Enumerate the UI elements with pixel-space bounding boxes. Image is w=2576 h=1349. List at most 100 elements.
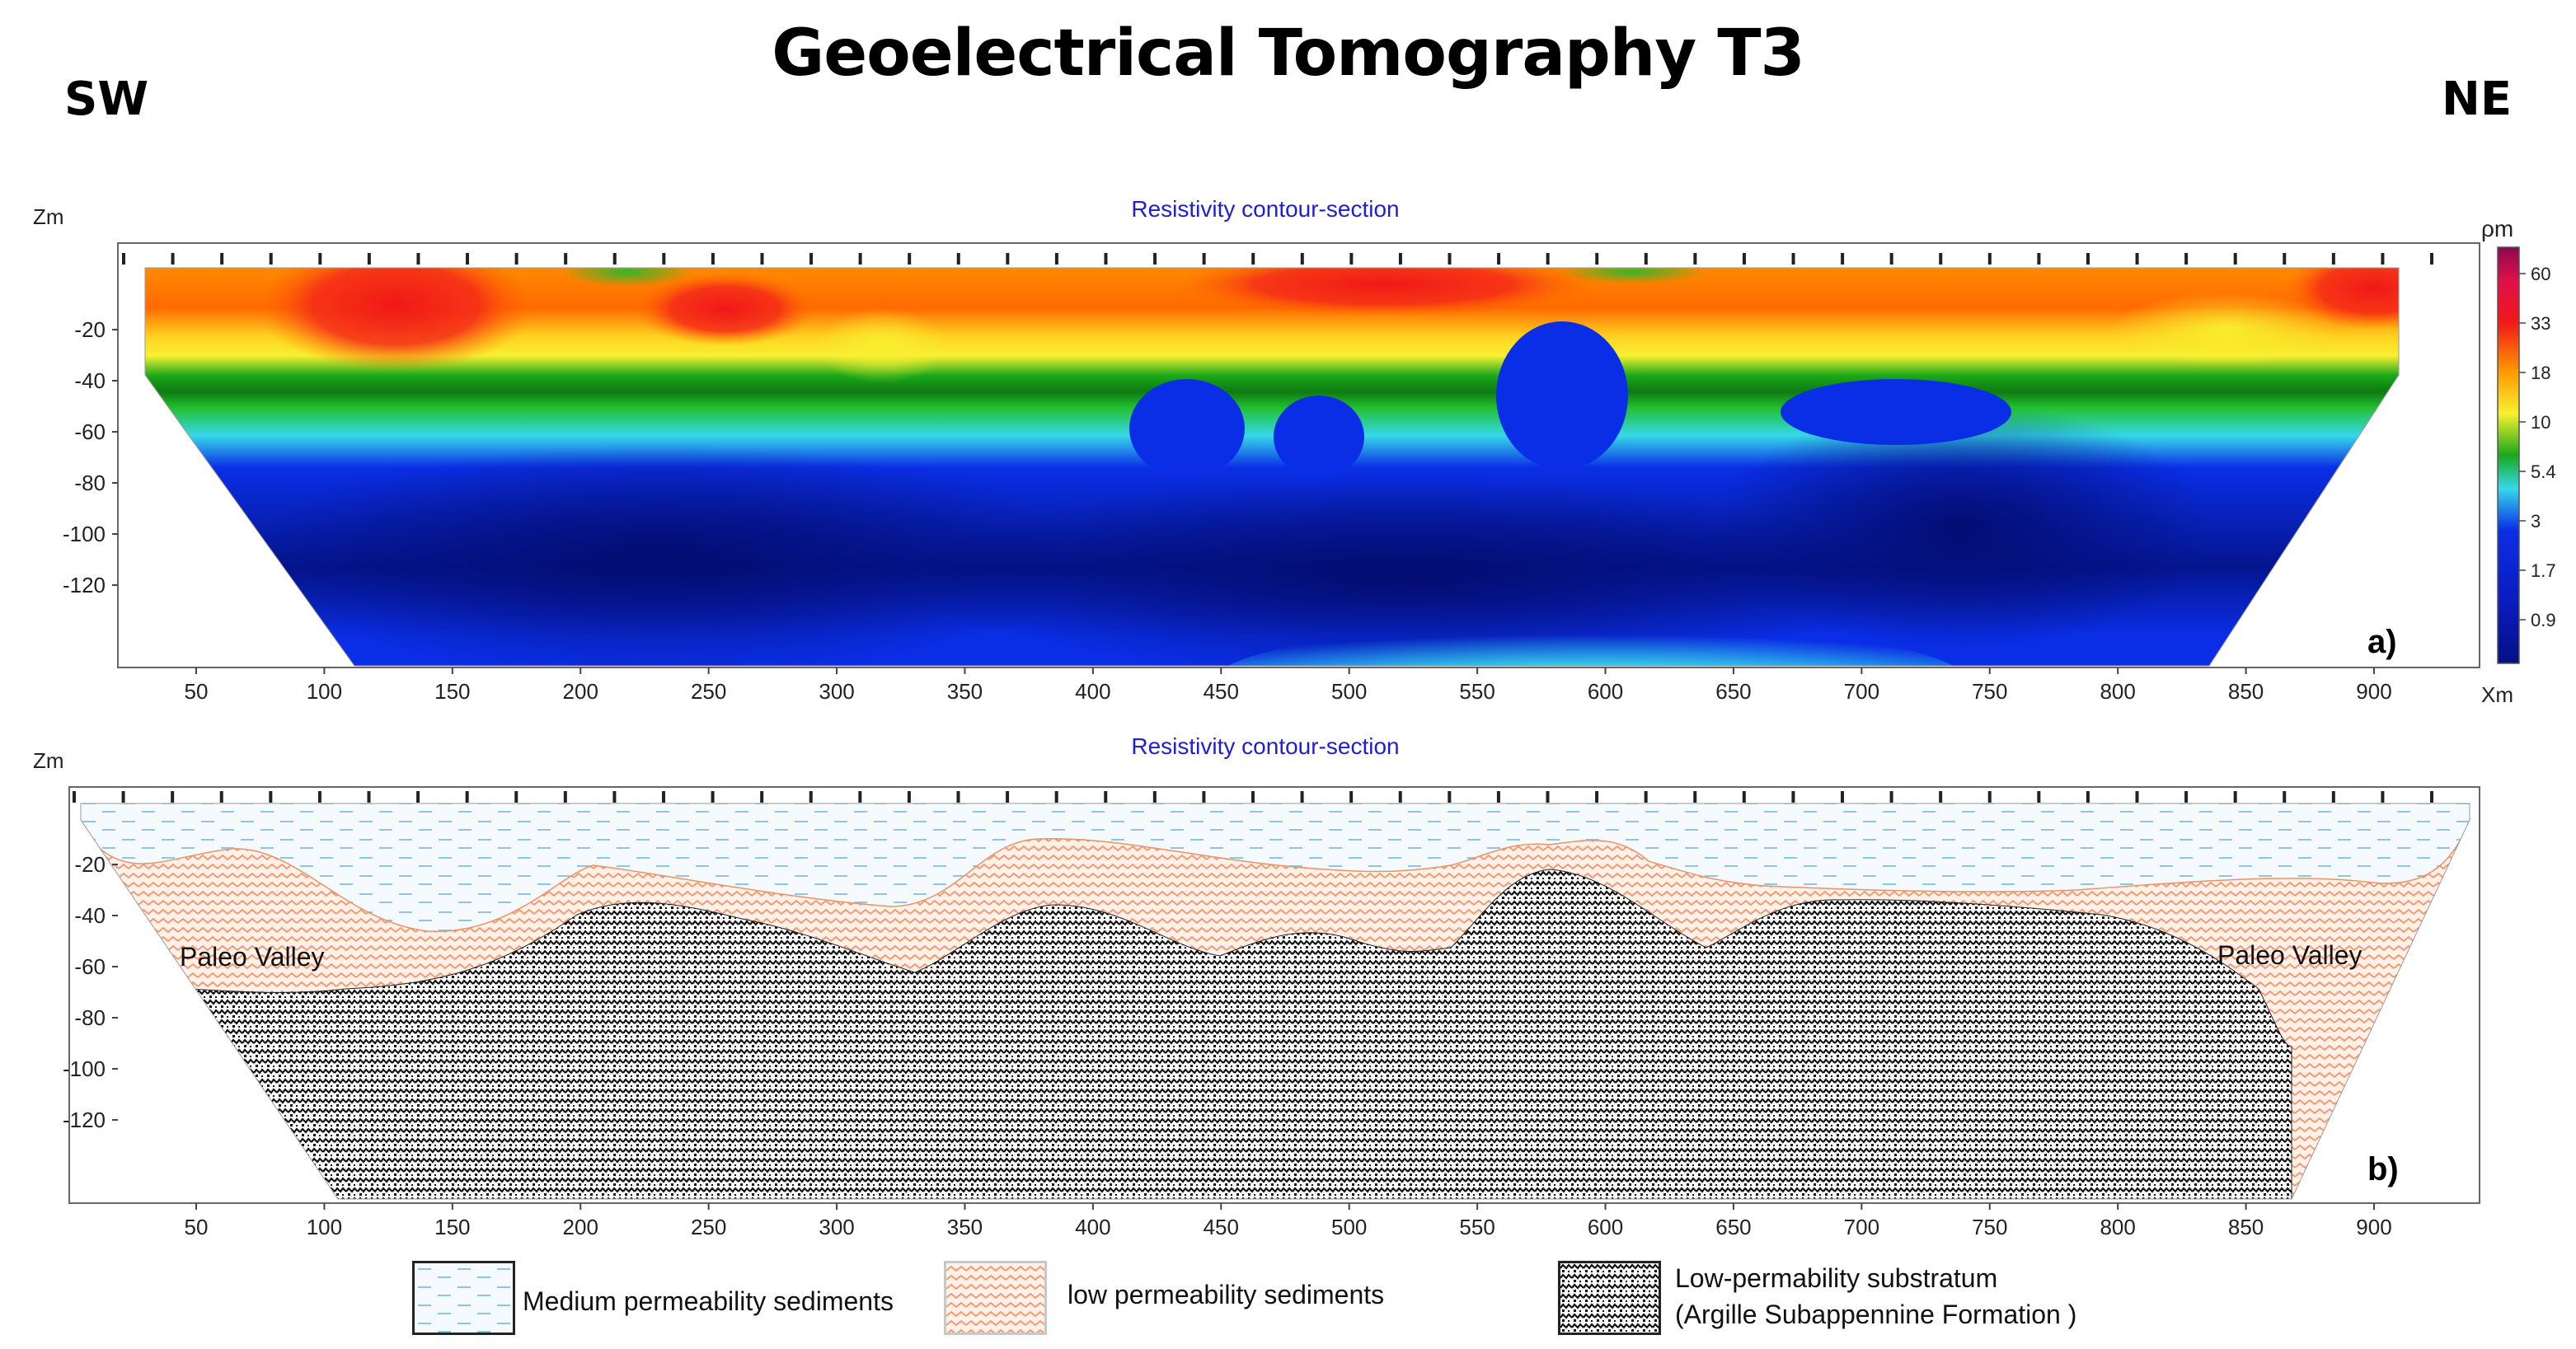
electrode-marker — [465, 791, 469, 803]
electrode-marker — [1693, 791, 1697, 803]
legend-label-substratum-1: Low-permability substratum — [1675, 1263, 1998, 1293]
electrode-marker — [858, 791, 862, 803]
colorbar-label: ρm — [2481, 216, 2514, 241]
electrode-marker — [612, 253, 617, 265]
z-tick-label: -40 — [74, 368, 106, 393]
electrode-marker — [809, 791, 813, 803]
x-tick-label: 350 — [947, 679, 983, 704]
electrode-marker — [416, 253, 420, 265]
z-tick-label: -120 — [63, 573, 106, 597]
low-pattern-icon — [946, 1263, 1044, 1333]
electrode-marker — [760, 791, 764, 803]
electrode-marker — [1104, 253, 1108, 265]
x-tick-label: 900 — [2356, 1215, 2391, 1239]
electrode-marker — [1398, 791, 1402, 803]
electrode-marker — [466, 253, 470, 265]
x-tick-label: 100 — [307, 679, 342, 704]
permeability-section — [81, 803, 2470, 1199]
direction-sw: SW — [64, 73, 149, 126]
electrode-marker — [1939, 791, 1943, 803]
panel-a-x-label: Xm — [2481, 682, 2513, 707]
x-tick-label: 150 — [434, 1215, 470, 1239]
electrode-marker — [1054, 791, 1058, 803]
x-tick-label: 900 — [2356, 679, 2391, 704]
panel-b-label: b) — [2367, 1151, 2399, 1187]
electrode-marker — [2430, 253, 2433, 265]
x-tick-label: 50 — [185, 679, 209, 704]
z-tick-label: -80 — [74, 471, 106, 495]
x-tick-label: 800 — [2100, 1215, 2135, 1239]
z-tick-label: -40 — [74, 903, 106, 928]
x-tick-label: 50 — [185, 1215, 209, 1239]
electrode-marker — [563, 791, 567, 803]
legend-label-low: low permeability sediments — [1067, 1280, 1385, 1309]
x-tick-label: 600 — [1588, 679, 1623, 704]
electrode-marker — [1546, 791, 1550, 803]
panel-b-subtitle: Resistivity contour-section — [1131, 733, 1400, 759]
colorbar-tick-label: 5.4 — [2531, 461, 2556, 482]
electrode-marker — [1693, 253, 1697, 265]
x-tick-label: 250 — [691, 679, 726, 704]
electrode-markers-a — [122, 253, 2433, 265]
x-tick-label: 600 — [1588, 1215, 1623, 1239]
x-tick-label: 550 — [1459, 679, 1494, 704]
electrode-marker — [1742, 791, 1746, 803]
electrode-marker — [711, 253, 715, 265]
electrode-marker — [73, 791, 76, 803]
electrode-marker — [1006, 791, 1010, 803]
electrode-marker — [760, 253, 764, 265]
electrode-marker — [1742, 253, 1746, 265]
legend-swatch-low — [944, 1261, 1047, 1335]
x-tick-label: 400 — [1075, 679, 1110, 704]
electrode-marker — [1202, 253, 1206, 265]
electrode-marker — [1054, 253, 1058, 265]
x-tick-label: 800 — [2100, 679, 2135, 704]
legend-label-medium: Medium permeability sediments — [523, 1286, 894, 1316]
electrode-marker — [1791, 791, 1795, 803]
electrode-marker — [809, 253, 814, 265]
section-outline-b — [80, 803, 2470, 1200]
electrode-marker — [2331, 791, 2335, 803]
electrode-marker — [171, 253, 175, 265]
electrode-marker — [711, 791, 715, 803]
electrode-marker — [2283, 253, 2287, 265]
axis-b: 50 100 150 200 250 300 350 400 450 500 550 600 650 70… — [63, 852, 2392, 1239]
electrode-marker — [2184, 791, 2189, 803]
z-tick-label: -120 — [63, 1108, 106, 1132]
electrode-marker — [2135, 253, 2139, 265]
electrode-marker — [514, 253, 518, 265]
electrode-marker — [1153, 253, 1157, 265]
electrode-marker — [367, 253, 371, 265]
electrode-marker — [2086, 253, 2090, 265]
electrode-marker — [2381, 791, 2385, 803]
z-tick-label: -20 — [74, 317, 106, 342]
z-tick-label: -20 — [74, 852, 106, 877]
electrode-marker — [367, 791, 371, 803]
electrode-marker — [2331, 253, 2335, 265]
colorbar-tick-label: 18 — [2531, 363, 2550, 383]
electrode-marker — [1841, 791, 1844, 803]
electrode-marker — [121, 791, 125, 803]
electrode-marker — [220, 253, 224, 265]
paleo-valley-right: Paleo Valley — [2217, 940, 2363, 970]
x-tick-label: 700 — [1844, 1215, 1879, 1239]
x-tick-label: 100 — [307, 1215, 342, 1239]
electrode-marker — [612, 791, 617, 803]
x-tick-label: 350 — [947, 1215, 983, 1239]
electrode-marker — [1300, 253, 1304, 265]
panel-a-label: a) — [2367, 624, 2397, 660]
electrode-marker — [1398, 253, 1402, 265]
electrode-marker — [219, 791, 223, 803]
electrode-marker — [2184, 253, 2189, 265]
x-tick-label: 450 — [1204, 679, 1239, 704]
x-tick-label: 750 — [1972, 679, 2007, 704]
electrode-marker — [1987, 791, 1992, 803]
electrode-marker — [1595, 791, 1599, 803]
direction-ne: NE — [2442, 73, 2513, 126]
resistivity-section — [145, 268, 2399, 666]
x-tick-label: 550 — [1459, 1215, 1494, 1239]
z-tick-label: -80 — [74, 1005, 106, 1030]
panel-a-subtitle: Resistivity contour-section — [1131, 196, 1400, 222]
electrode-marker — [1251, 253, 1255, 265]
electrode-marker — [1104, 791, 1108, 803]
